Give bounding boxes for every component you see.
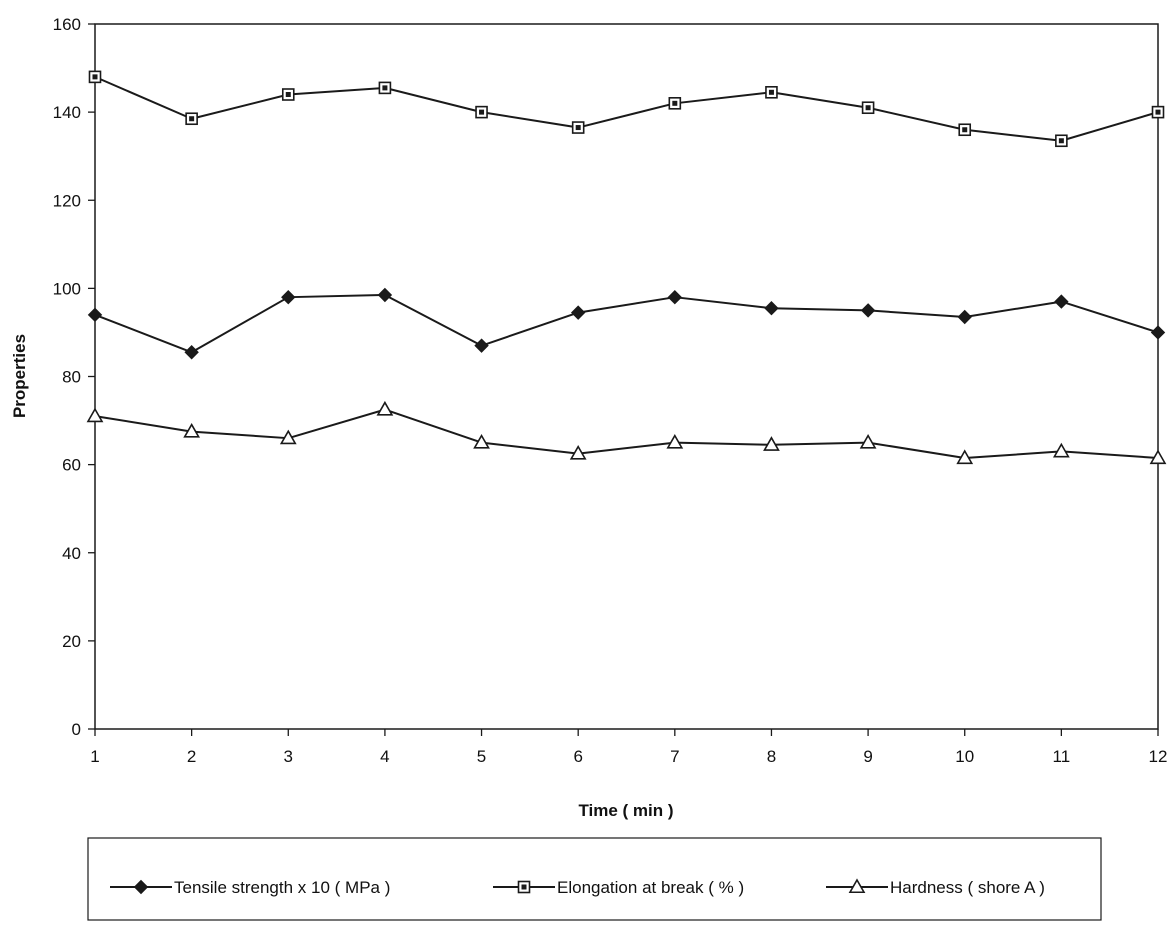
data-point-diamond <box>1150 325 1166 340</box>
y-tick-label: 160 <box>53 15 81 34</box>
data-point-triangle <box>183 422 201 438</box>
data-point-diamond <box>87 307 103 323</box>
legend-item: Tensile strength x 10 ( MPa ) <box>110 878 390 897</box>
x-tick-label: 12 <box>1149 747 1168 766</box>
data-point-square <box>1055 134 1068 148</box>
data-point-triangle <box>763 436 780 451</box>
y-axis-ticks: 0 20 40 60 80 100 120 140 160 <box>53 15 95 739</box>
data-point-triangle <box>376 400 394 416</box>
data-point-square <box>281 88 295 101</box>
x-tick-label: 8 <box>767 747 776 766</box>
data-point-diamond <box>184 345 199 360</box>
legend-marker-triangle <box>848 878 866 894</box>
legend-item: Elongation at break ( % ) <box>493 878 744 897</box>
series-line <box>94 75 1159 142</box>
data-point-triangle <box>569 444 587 460</box>
legend-box <box>87 837 1102 921</box>
legend-label: Hardness ( shore A ) <box>890 878 1045 897</box>
data-point-triangle <box>1149 449 1167 465</box>
data-point-diamond <box>957 309 972 325</box>
data-point-triangle <box>666 433 684 449</box>
legend-label: Elongation at break ( % ) <box>557 878 744 897</box>
y-tick-label: 140 <box>53 103 81 122</box>
data-point-square <box>475 105 488 119</box>
x-tick-label: 1 <box>90 747 99 766</box>
data-point-triangle <box>1052 442 1070 458</box>
data-point-diamond <box>570 305 586 320</box>
series-line <box>94 408 1159 460</box>
legend-label: Tensile strength x 10 ( MPa ) <box>174 878 390 897</box>
data-point-square <box>571 121 585 134</box>
data-point-diamond <box>474 338 489 353</box>
series-triangle <box>86 400 1167 465</box>
series-square <box>88 70 1165 148</box>
series-line <box>94 293 1159 354</box>
data-point-square <box>958 123 972 137</box>
y-tick-label: 20 <box>62 632 81 651</box>
data-point-diamond <box>377 287 393 303</box>
legend-marker-diamond <box>133 879 149 895</box>
series-diamond <box>87 287 1166 360</box>
data-point-square <box>378 81 392 95</box>
data-point-square <box>668 97 682 110</box>
data-point-triangle <box>859 433 877 449</box>
data-point-square <box>185 112 198 126</box>
y-tick-label: 100 <box>53 279 81 298</box>
x-tick-label: 7 <box>670 747 679 766</box>
data-point-square <box>1151 105 1165 119</box>
y-tick-label: 80 <box>62 368 81 387</box>
y-tick-label: 40 <box>62 544 81 563</box>
x-tick-label: 11 <box>1053 747 1071 766</box>
y-tick-label: 120 <box>53 191 81 210</box>
data-point-square <box>88 70 102 84</box>
plot-area <box>94 23 1159 730</box>
x-tick-label: 3 <box>284 747 293 766</box>
data-point-square <box>861 101 875 115</box>
data-point-triangle <box>86 407 104 423</box>
data-point-diamond <box>764 300 779 316</box>
data-point-square <box>765 85 778 99</box>
x-axis-ticks: 1 2 3 4 5 6 7 8 9 10 11 12 <box>90 729 1167 766</box>
series-layer <box>86 70 1167 465</box>
x-tick-label: 9 <box>863 747 872 766</box>
data-point-diamond <box>860 303 876 318</box>
data-point-triangle <box>956 449 974 465</box>
legend-marker-square <box>517 880 531 894</box>
y-tick-label: 0 <box>72 720 81 739</box>
data-point-diamond <box>1054 294 1069 309</box>
y-tick-label: 60 <box>62 456 81 475</box>
data-point-triangle <box>473 433 490 449</box>
x-tick-label: 6 <box>573 747 582 766</box>
x-tick-label: 4 <box>380 747 389 766</box>
legend: Tensile strength x 10 ( MPa ) Elongation … <box>110 878 1045 897</box>
legend-item: Hardness ( shore A ) <box>826 878 1045 897</box>
y-axis-title: Properties <box>10 334 29 418</box>
x-tick-label: 2 <box>187 747 196 766</box>
x-tick-label: 10 <box>955 747 974 766</box>
x-axis-title: Time ( min ) <box>578 801 673 820</box>
x-tick-label: 5 <box>477 747 486 766</box>
data-point-diamond <box>667 289 683 305</box>
data-point-diamond <box>281 289 296 305</box>
data-point-triangle <box>279 429 297 445</box>
